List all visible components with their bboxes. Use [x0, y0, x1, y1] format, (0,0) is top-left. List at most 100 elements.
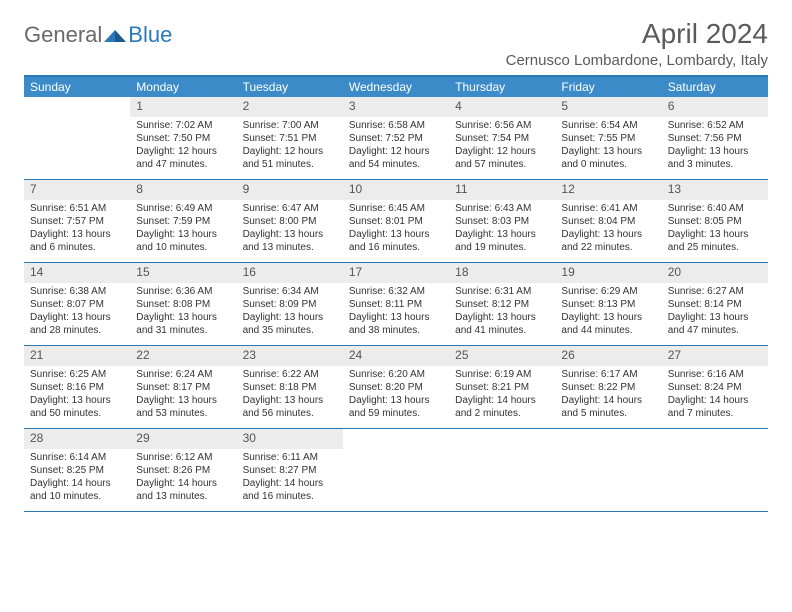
day-body: Sunrise: 6:45 AMSunset: 8:01 PMDaylight:… — [343, 200, 449, 262]
day-cell: 12Sunrise: 6:41 AMSunset: 8:04 PMDayligh… — [555, 180, 661, 262]
weeks-container: 1Sunrise: 7:02 AMSunset: 7:50 PMDaylight… — [24, 97, 768, 512]
day-cell: 13Sunrise: 6:40 AMSunset: 8:05 PMDayligh… — [662, 180, 768, 262]
day-line: and 5 minutes. — [561, 407, 655, 420]
day-line: and 47 minutes. — [136, 158, 230, 171]
day-line: Sunrise: 6:45 AM — [349, 202, 443, 215]
day-line: Daylight: 12 hours — [349, 145, 443, 158]
day-line: and 13 minutes. — [136, 490, 230, 503]
day-of-week-cell: Sunday — [24, 77, 130, 97]
day-cell: 14Sunrise: 6:38 AMSunset: 8:07 PMDayligh… — [24, 263, 130, 345]
day-line: Daylight: 13 hours — [561, 311, 655, 324]
day-line: and 2 minutes. — [455, 407, 549, 420]
logo-text-general: General — [24, 22, 102, 48]
day-line: and 57 minutes. — [455, 158, 549, 171]
day-line: Sunrise: 6:12 AM — [136, 451, 230, 464]
day-body: Sunrise: 7:02 AMSunset: 7:50 PMDaylight:… — [130, 117, 236, 179]
day-number: 26 — [555, 346, 661, 366]
day-line: Daylight: 13 hours — [349, 228, 443, 241]
calendar: SundayMondayTuesdayWednesdayThursdayFrid… — [24, 75, 768, 512]
day-body: Sunrise: 6:31 AMSunset: 8:12 PMDaylight:… — [449, 283, 555, 345]
day-line: Sunrise: 6:38 AM — [30, 285, 124, 298]
day-line: Sunset: 8:07 PM — [30, 298, 124, 311]
day-number: 8 — [130, 180, 236, 200]
day-body — [449, 447, 555, 511]
day-number: 6 — [662, 97, 768, 117]
day-body — [24, 115, 130, 179]
day-line: and 35 minutes. — [243, 324, 337, 337]
day-cell: 29Sunrise: 6:12 AMSunset: 8:26 PMDayligh… — [130, 429, 236, 511]
day-line: Sunset: 7:50 PM — [136, 132, 230, 145]
day-number: 18 — [449, 263, 555, 283]
day-body: Sunrise: 6:47 AMSunset: 8:00 PMDaylight:… — [237, 200, 343, 262]
day-number: 2 — [237, 97, 343, 117]
day-cell: 22Sunrise: 6:24 AMSunset: 8:17 PMDayligh… — [130, 346, 236, 428]
day-body: Sunrise: 7:00 AMSunset: 7:51 PMDaylight:… — [237, 117, 343, 179]
day-line: Sunrise: 7:00 AM — [243, 119, 337, 132]
day-line: Sunset: 8:27 PM — [243, 464, 337, 477]
day-line: and 50 minutes. — [30, 407, 124, 420]
day-cell: 4Sunrise: 6:56 AMSunset: 7:54 PMDaylight… — [449, 97, 555, 179]
day-body: Sunrise: 6:54 AMSunset: 7:55 PMDaylight:… — [555, 117, 661, 179]
day-line: Daylight: 12 hours — [455, 145, 549, 158]
day-line: and 31 minutes. — [136, 324, 230, 337]
day-line: Daylight: 14 hours — [561, 394, 655, 407]
day-line: Sunrise: 6:31 AM — [455, 285, 549, 298]
day-cell: 5Sunrise: 6:54 AMSunset: 7:55 PMDaylight… — [555, 97, 661, 179]
day-line: Sunrise: 6:51 AM — [30, 202, 124, 215]
day-number: 3 — [343, 97, 449, 117]
day-line: Sunset: 8:17 PM — [136, 381, 230, 394]
day-cell: 10Sunrise: 6:45 AMSunset: 8:01 PMDayligh… — [343, 180, 449, 262]
day-body: Sunrise: 6:20 AMSunset: 8:20 PMDaylight:… — [343, 366, 449, 428]
day-cell: 9Sunrise: 6:47 AMSunset: 8:00 PMDaylight… — [237, 180, 343, 262]
day-line: Daylight: 13 hours — [561, 145, 655, 158]
day-line: Daylight: 14 hours — [455, 394, 549, 407]
day-line: and 25 minutes. — [668, 241, 762, 254]
day-cell — [24, 97, 130, 179]
day-line: Sunrise: 6:11 AM — [243, 451, 337, 464]
day-line: Sunset: 8:26 PM — [136, 464, 230, 477]
day-line: and 56 minutes. — [243, 407, 337, 420]
day-cell: 27Sunrise: 6:16 AMSunset: 8:24 PMDayligh… — [662, 346, 768, 428]
day-of-week-row: SundayMondayTuesdayWednesdayThursdayFrid… — [24, 77, 768, 97]
day-line: Sunrise: 6:29 AM — [561, 285, 655, 298]
day-line: Sunset: 8:12 PM — [455, 298, 549, 311]
day-number: 11 — [449, 180, 555, 200]
day-line: Sunset: 8:01 PM — [349, 215, 443, 228]
day-line: Sunset: 8:24 PM — [668, 381, 762, 394]
day-cell: 21Sunrise: 6:25 AMSunset: 8:16 PMDayligh… — [24, 346, 130, 428]
day-body: Sunrise: 6:58 AMSunset: 7:52 PMDaylight:… — [343, 117, 449, 179]
day-number: 30 — [237, 429, 343, 449]
day-line: Sunrise: 6:43 AM — [455, 202, 549, 215]
day-line: Sunrise: 6:40 AM — [668, 202, 762, 215]
day-line: Sunset: 8:04 PM — [561, 215, 655, 228]
week-row: 7Sunrise: 6:51 AMSunset: 7:57 PMDaylight… — [24, 180, 768, 263]
day-line: Daylight: 13 hours — [30, 228, 124, 241]
day-cell: 16Sunrise: 6:34 AMSunset: 8:09 PMDayligh… — [237, 263, 343, 345]
day-line: Sunset: 8:18 PM — [243, 381, 337, 394]
day-body — [343, 447, 449, 511]
day-line: Sunrise: 6:36 AM — [136, 285, 230, 298]
header: General Blue April 2024 Cernusco Lombard… — [24, 18, 768, 69]
day-of-week-cell: Saturday — [662, 77, 768, 97]
day-number: 20 — [662, 263, 768, 283]
day-number: 27 — [662, 346, 768, 366]
day-cell: 11Sunrise: 6:43 AMSunset: 8:03 PMDayligh… — [449, 180, 555, 262]
day-line: Sunrise: 7:02 AM — [136, 119, 230, 132]
day-line: Sunrise: 6:25 AM — [30, 368, 124, 381]
day-body: Sunrise: 6:49 AMSunset: 7:59 PMDaylight:… — [130, 200, 236, 262]
day-line: Daylight: 13 hours — [668, 145, 762, 158]
day-body: Sunrise: 6:36 AMSunset: 8:08 PMDaylight:… — [130, 283, 236, 345]
day-line: Daylight: 13 hours — [136, 228, 230, 241]
day-body: Sunrise: 6:51 AMSunset: 7:57 PMDaylight:… — [24, 200, 130, 262]
day-number: 5 — [555, 97, 661, 117]
day-number: 22 — [130, 346, 236, 366]
day-line: and 6 minutes. — [30, 241, 124, 254]
day-line: Sunset: 7:55 PM — [561, 132, 655, 145]
day-line: Sunrise: 6:17 AM — [561, 368, 655, 381]
day-line: and 0 minutes. — [561, 158, 655, 171]
day-line: Daylight: 13 hours — [561, 228, 655, 241]
day-line: and 16 minutes. — [349, 241, 443, 254]
day-number: 29 — [130, 429, 236, 449]
day-body: Sunrise: 6:41 AMSunset: 8:04 PMDaylight:… — [555, 200, 661, 262]
day-line: Sunset: 7:56 PM — [668, 132, 762, 145]
